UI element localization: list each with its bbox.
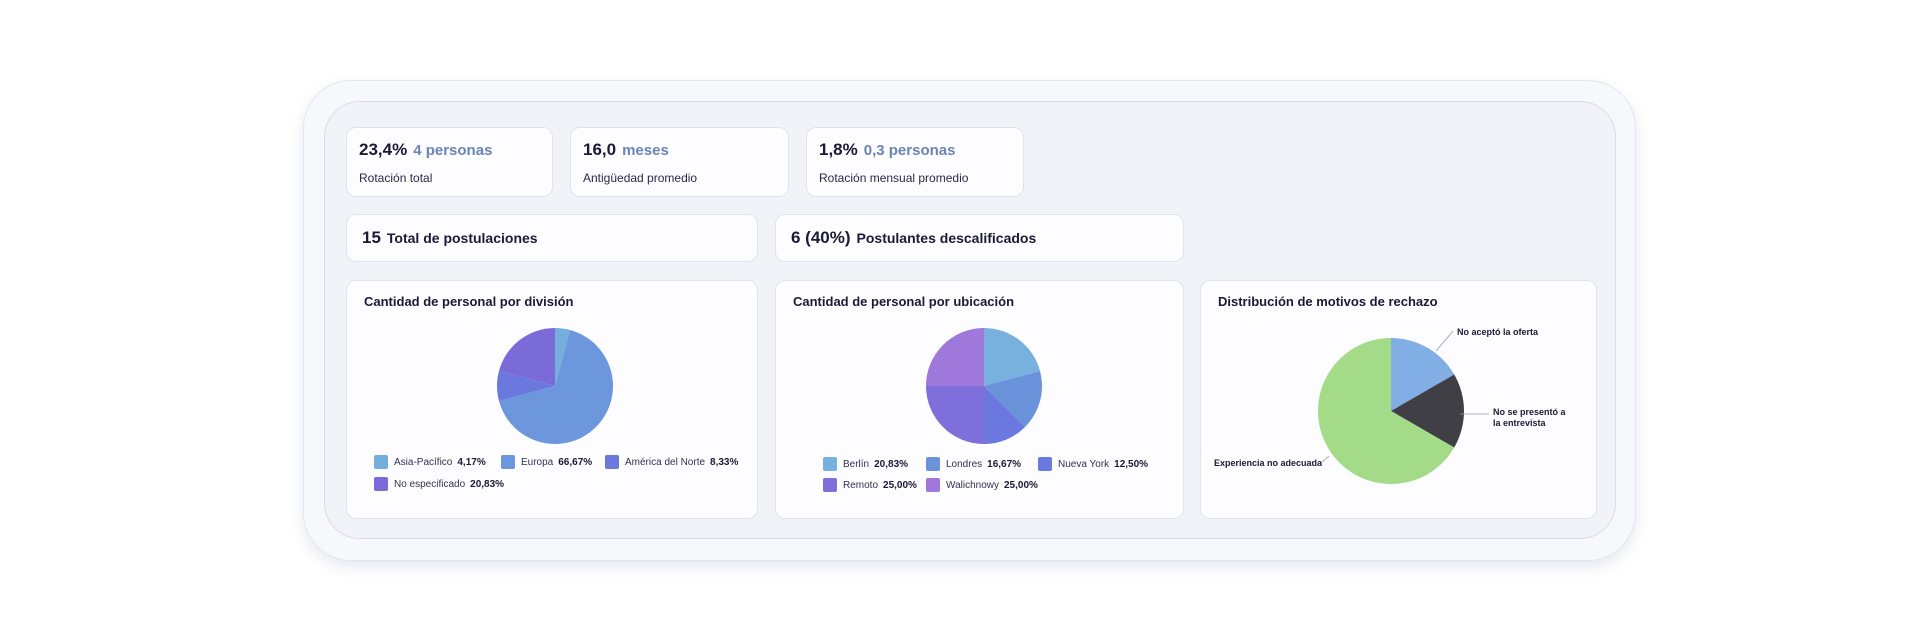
chart-title: Cantidad de personal por división — [364, 294, 574, 309]
kpi-value: 23,4% 4 personas — [359, 140, 493, 159]
leader-line — [1435, 330, 1454, 352]
pie-slice-nueva-york — [984, 386, 1026, 444]
legend-item: Berlín 20,83% — [823, 457, 908, 471]
legend-item: Asia-Pacífico 4,17% — [374, 455, 486, 469]
kpi-sub: meses — [622, 142, 669, 159]
slice-label: Experiencia no adecuada — [1214, 458, 1323, 468]
slice-label: No aceptó la oferta — [1457, 327, 1539, 337]
legend-item: Nueva York 12,50% — [1038, 457, 1148, 471]
pie-chart-division — [497, 328, 613, 444]
legend-item: Europa 66,67% — [501, 455, 592, 469]
pie-slice-asia-pacífico — [555, 328, 571, 386]
pie-slice-no-especificado — [498, 328, 555, 386]
total-postulaciones-card: 15 Total de postulaciones — [346, 214, 758, 262]
pie-slice-experiencia-no-adecuada — [1318, 338, 1455, 484]
kpi-label: Rotación mensual promedio — [819, 171, 969, 185]
pie-slice-londres — [984, 370, 1042, 428]
legend-swatch — [374, 455, 388, 469]
pie-slice-remoto — [926, 386, 984, 444]
chart-card-ubicacion: Cantidad de personal por ubicación Berlí… — [775, 280, 1184, 519]
kpi-sub: 0,3 personas — [863, 142, 956, 159]
pie-slice-berlín — [984, 328, 1041, 386]
legend-item: Remoto 25,00% — [823, 478, 917, 492]
pie-slice-no-se-presentó-a-la-entrevista — [1391, 374, 1464, 448]
postulantes-descalificados-card: 6 (40%) Postulantes descalificados — [775, 214, 1184, 262]
pie-slice-no-aceptó-la-oferta — [1391, 338, 1455, 411]
legend-swatch — [926, 457, 940, 471]
kpi-card-rotacion-total: 23,4% 4 personas Rotación total — [346, 127, 553, 197]
legend-swatch — [374, 477, 388, 491]
legend-swatch — [823, 457, 837, 471]
chart-title: Distribución de motivos de rechazo — [1218, 294, 1438, 309]
chart-title: Cantidad de personal por ubicación — [793, 294, 1015, 309]
pie-slice-europa — [498, 329, 613, 444]
legend-swatch — [605, 455, 619, 469]
legend-item: Londres 16,67% — [926, 457, 1021, 471]
wide-label: Total de postulaciones — [386, 230, 538, 246]
kpi-label: Antigüedad promedio — [583, 171, 698, 185]
legend-item: América del Norte 8,33% — [605, 455, 738, 469]
legend-swatch — [926, 478, 940, 492]
kpi-value: 16,0 meses — [583, 140, 669, 159]
wide-label: Postulantes descalificados — [856, 230, 1037, 246]
pie-slice-américa-del-norte — [497, 370, 555, 401]
legend-swatch — [1038, 457, 1052, 471]
legend-item: Walichnowy 25,00% — [926, 478, 1038, 492]
kpi-card-antiguedad: 16,0 meses Antigüedad promedio — [570, 127, 789, 197]
chart-card-division: Cantidad de personal por división Asia-P… — [346, 280, 758, 519]
kpi-card-rotacion-mensual: 1,8% 0,3 personas Rotación mensual promed… — [806, 127, 1024, 197]
pie-chart-ubicacion — [926, 328, 1042, 444]
legend-swatch — [501, 455, 515, 469]
legend-swatch — [823, 478, 837, 492]
kpi-value: 1,8% 0,3 personas — [819, 140, 956, 159]
chart-card-rechazo: Distribución de motivos de rechazo No ac… — [1200, 280, 1597, 519]
legend-item: No especificado 20,83% — [374, 477, 504, 491]
wide-value: 15 Total de postulaciones — [362, 228, 538, 247]
wide-value: 6 (40%) Postulantes descalificados — [791, 228, 1037, 247]
pie-chart-rechazo — [1318, 330, 1489, 484]
kpi-sub: 4 personas — [413, 142, 493, 159]
pie-slice-walichnowy — [926, 328, 984, 386]
kpi-label: Rotación total — [359, 171, 433, 185]
slice-label: No se presentó a la entrevista — [1493, 407, 1566, 428]
leader-line — [1320, 455, 1330, 464]
